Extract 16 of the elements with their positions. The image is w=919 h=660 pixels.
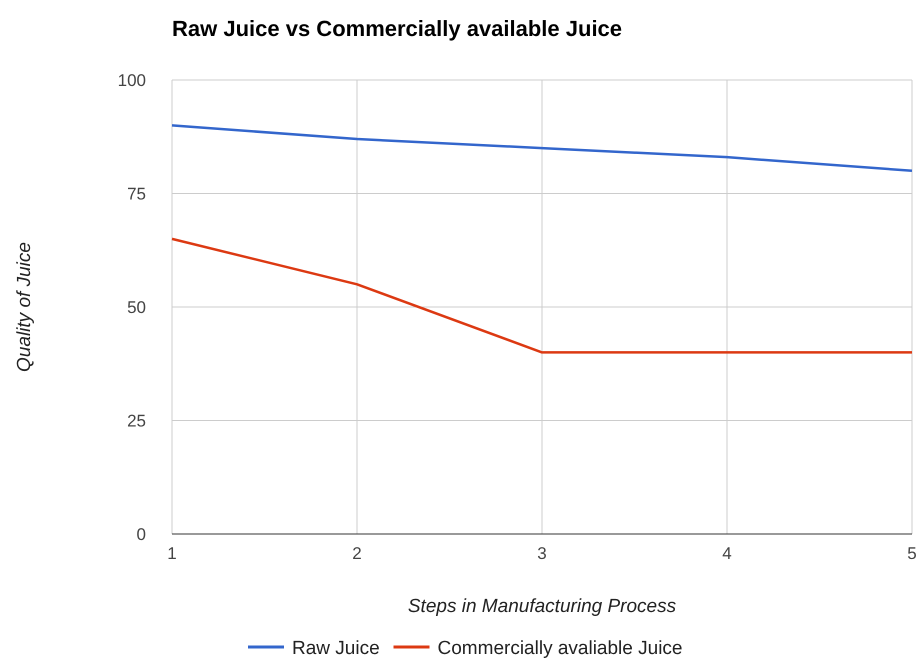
y-tick-label: 75: [127, 184, 146, 204]
legend-label: Commercially avaliable Juice: [438, 638, 682, 659]
y-tick-label: 50: [127, 298, 146, 317]
x-axis-title: Steps in Manufacturing Process: [408, 596, 677, 617]
line-series: [170, 124, 914, 172]
x-tick-label: 5: [907, 544, 917, 563]
y-tick-label: 100: [118, 71, 146, 90]
x-tick-label: 3: [537, 544, 547, 563]
y-axis-title: Quality of Juice: [14, 242, 35, 372]
y-tick-label: 25: [127, 412, 146, 430]
x-tick-label: 1: [167, 544, 177, 563]
legend-label: Raw Juice: [292, 638, 380, 659]
y-tick-label: 0: [136, 525, 146, 544]
x-tick-label: 2: [352, 544, 362, 563]
x-tick-label: 4: [722, 544, 732, 563]
chart-title: Raw Juice vs Commercially available Juice: [172, 16, 622, 41]
